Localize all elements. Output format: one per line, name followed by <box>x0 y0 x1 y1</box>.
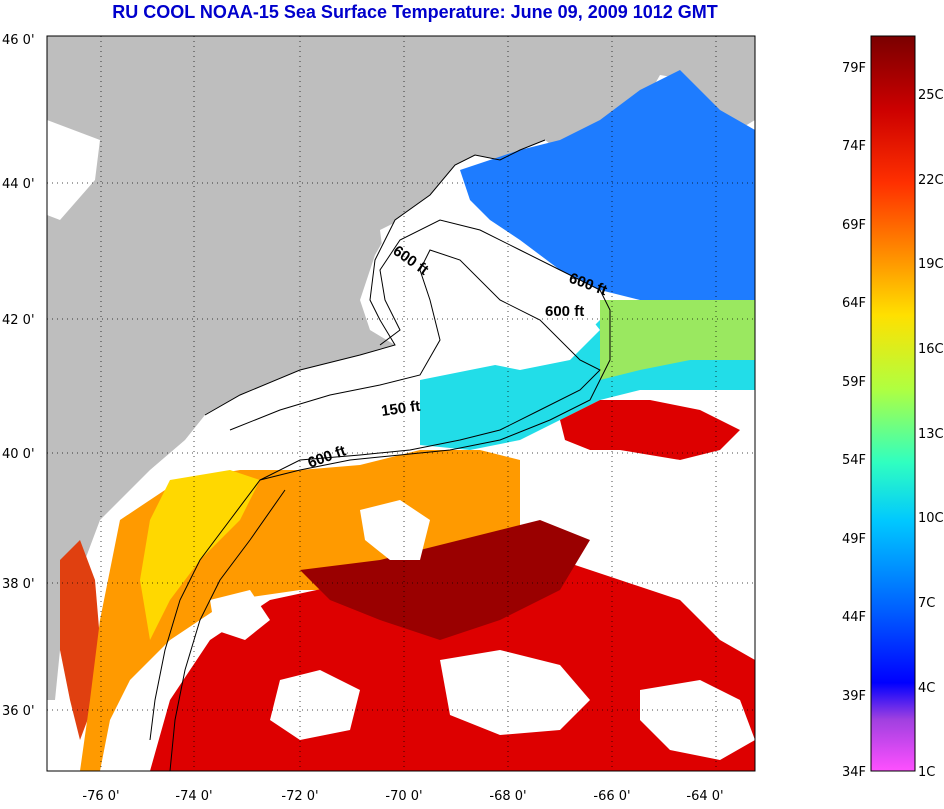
cloud-patch <box>640 680 755 760</box>
lat-label: 42 0' <box>2 313 35 328</box>
lon-label: -68 0' <box>489 789 526 804</box>
celsius-label: 19C <box>918 257 944 272</box>
gulf-of-maine-water <box>460 70 755 300</box>
map-title: RU COOL NOAA-15 Sea Surface Temperature:… <box>112 2 718 22</box>
contour-label: 150 ft <box>380 398 421 420</box>
isobath-lines <box>149 139 611 771</box>
shelf-cloud <box>230 345 420 475</box>
lon-label: -70 0' <box>385 789 422 804</box>
graticule <box>47 36 755 771</box>
lon-label: -66 0' <box>593 789 630 804</box>
celsius-label: 7C <box>918 596 935 611</box>
green-water-band <box>600 300 755 380</box>
fahrenheit-scale: 79F 74F 69F 64F 59F 54F 49F 44F 39F 34F <box>842 61 866 780</box>
cloud-patch <box>210 590 270 640</box>
latitude-labels: 46 0' 44 0' 42 0' 40 0' 38 0' 36 0' <box>2 33 35 719</box>
celsius-label: 13C <box>918 427 944 442</box>
fahrenheit-label: 79F <box>842 61 866 76</box>
celsius-label: 16C <box>918 342 944 357</box>
colorbar: 79F 74F 69F 64F 59F 54F 49F 44F 39F 34F … <box>842 35 944 780</box>
celsius-label: 1C <box>918 765 935 780</box>
fahrenheit-label: 39F <box>842 689 866 704</box>
contour-label: 600 ft <box>545 303 584 320</box>
cloud-patch <box>440 650 590 735</box>
offshore-cloud <box>520 450 755 590</box>
gulf-stream-core <box>300 520 590 640</box>
chesapeake-bay <box>60 540 100 740</box>
lat-label: 44 0' <box>2 177 35 192</box>
isobath-600ft <box>259 219 611 481</box>
map-area <box>47 36 755 771</box>
cloud-patch <box>47 120 100 220</box>
yellow-shelf-water <box>140 470 260 640</box>
fahrenheit-label: 59F <box>842 375 866 390</box>
longitude-labels: -76 0' -74 0' -72 0' -70 0' -68 0' -66 0… <box>82 789 723 804</box>
lon-label: -74 0' <box>175 789 212 804</box>
land-mass <box>47 36 755 700</box>
fahrenheit-label: 69F <box>842 218 866 233</box>
lon-label: -72 0' <box>281 789 318 804</box>
fahrenheit-label: 44F <box>842 610 866 625</box>
lat-label: 36 0' <box>2 704 35 719</box>
fahrenheit-label: 74F <box>842 139 866 154</box>
cloud-patch <box>270 670 360 740</box>
cloud-patch <box>360 500 430 560</box>
isobath-150ft <box>149 249 601 741</box>
celsius-label: 22C <box>918 173 944 188</box>
warm-core-ring <box>560 400 740 460</box>
fahrenheit-label: 49F <box>842 532 866 547</box>
lon-label: -76 0' <box>82 789 119 804</box>
lat-label: 40 0' <box>2 447 35 462</box>
lat-label: 46 0' <box>2 33 35 48</box>
celsius-scale: 25C 22C 19C 16C 13C 10C 7C 4C 1C <box>918 88 944 780</box>
fahrenheit-label: 54F <box>842 453 866 468</box>
lon-label: -64 0' <box>686 789 723 804</box>
celsius-label: 10C <box>918 511 944 526</box>
coastline <box>204 139 546 416</box>
fahrenheit-label: 34F <box>842 765 866 780</box>
isobath-600ft-shelf <box>169 489 286 771</box>
colorbar-gradient <box>870 35 916 772</box>
fahrenheit-label: 64F <box>842 296 866 311</box>
lat-label: 38 0' <box>2 577 35 592</box>
map-frame <box>46 35 756 772</box>
celsius-label: 4C <box>918 681 935 696</box>
celsius-label: 25C <box>918 88 944 103</box>
